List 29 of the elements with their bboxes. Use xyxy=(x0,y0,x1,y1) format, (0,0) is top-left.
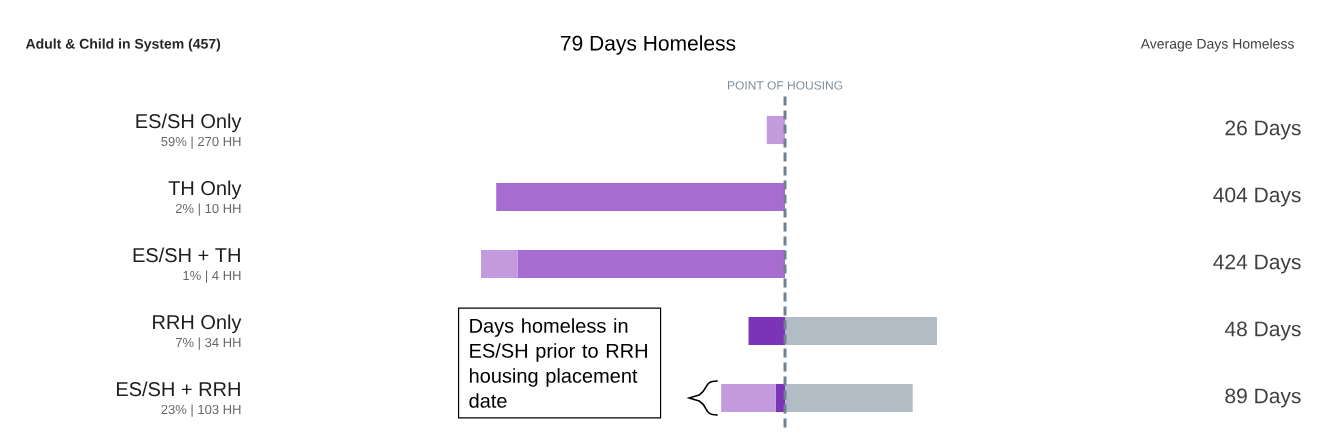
text: 7% | 34 HH xyxy=(175,337,241,350)
text: 404 Days xyxy=(1213,187,1301,207)
y-tick-label: RRH Only xyxy=(153,314,242,333)
chart-title: 79 Days Homeless xyxy=(560,35,736,55)
bar xyxy=(785,383,913,412)
text: 48 Days xyxy=(1224,321,1301,341)
bar xyxy=(785,316,938,345)
ref-line-label: POINT OF HOUSING xyxy=(728,80,843,90)
annotation: Days homeless in ES/SH prior to RRH housing placement date xyxy=(469,317,647,408)
y-tick-label: ES/SH + TH xyxy=(133,247,240,263)
bar xyxy=(766,115,786,144)
text: 59% | 270 HH xyxy=(161,136,241,149)
text: Average Days Homeless xyxy=(1140,38,1294,52)
bar xyxy=(748,316,786,345)
text: 26 Days xyxy=(1225,120,1301,140)
bar xyxy=(496,182,786,211)
bar xyxy=(481,249,518,278)
bar xyxy=(775,383,786,412)
text: 2% | 10 HH xyxy=(175,203,241,216)
bar xyxy=(721,383,776,412)
y-tick-label: ES/SH + RRH xyxy=(116,381,240,397)
text: 23% | 103 HH xyxy=(161,404,241,417)
y-tick-label: TH Only xyxy=(168,180,242,199)
text: 1% | 4 HH xyxy=(183,270,241,283)
text: 424 Days xyxy=(1213,254,1301,274)
text: 89 Days xyxy=(1225,388,1301,408)
bar xyxy=(517,249,786,278)
text: Adult & Child in System (457) xyxy=(25,38,221,52)
y-tick-label: ES/SH Only xyxy=(136,113,242,132)
